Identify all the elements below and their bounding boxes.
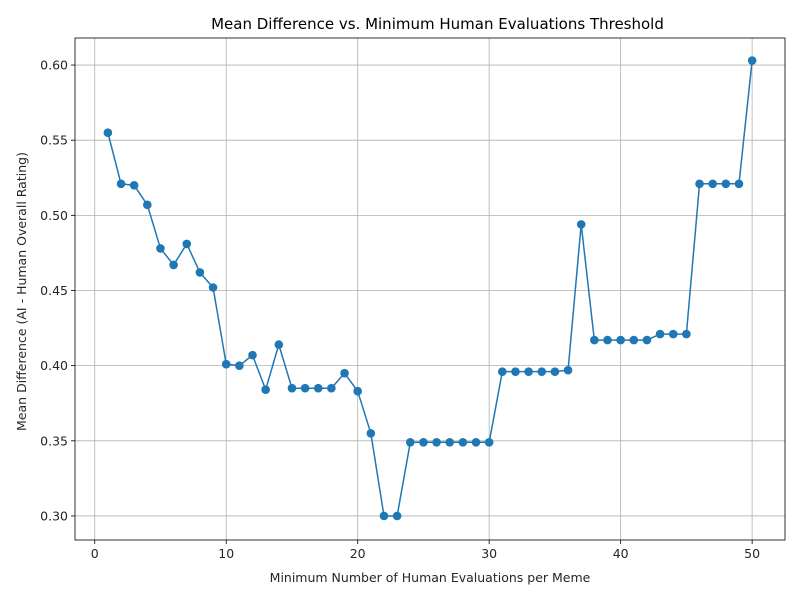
x-tick-label: 20 <box>350 546 366 561</box>
data-point <box>734 179 744 189</box>
data-point <box>458 438 468 447</box>
grid-lines <box>75 38 785 540</box>
x-tick-label: 30 <box>481 546 497 561</box>
data-point <box>156 244 165 253</box>
data-point <box>484 438 494 447</box>
plot-frame <box>74 37 786 541</box>
axis-ticks: 0 10 20 30 40 50 0.30 0.35 0.40 0.45 0.50 0.55 0.60 <box>40 58 760 561</box>
x-tick-label: 40 <box>613 546 629 561</box>
data-point <box>300 383 310 393</box>
data-point <box>576 220 586 229</box>
series-line <box>107 60 753 517</box>
data-point <box>103 128 113 137</box>
y-tick-label: 0.60 <box>40 58 68 73</box>
data-point <box>129 180 139 190</box>
data-point <box>195 268 205 277</box>
y-tick-label: 0.40 <box>40 358 68 373</box>
y-tick-label: 0.55 <box>40 133 68 148</box>
data-point <box>340 368 349 378</box>
series-path <box>107 60 753 517</box>
axes-frame <box>74 37 786 541</box>
data-point <box>143 200 152 210</box>
data-point <box>221 359 231 369</box>
data-point <box>629 335 639 345</box>
data-point <box>248 350 257 360</box>
chart-title: Mean Difference vs. Minimum Human Evalua… <box>211 15 664 33</box>
data-point <box>590 335 599 345</box>
y-tick-label: 0.50 <box>40 208 68 223</box>
data-point <box>721 179 731 189</box>
data-point <box>616 335 625 345</box>
data-point <box>695 179 704 189</box>
data-point <box>261 385 270 395</box>
data-point <box>603 335 612 345</box>
data-point <box>563 365 573 375</box>
data-point <box>287 383 297 393</box>
data-point <box>537 367 547 376</box>
data-point <box>708 179 717 189</box>
data-point <box>498 367 507 376</box>
data-point <box>392 511 402 521</box>
y-tick-label: 0.30 <box>40 508 68 523</box>
data-point <box>353 386 362 396</box>
data-point <box>419 438 428 447</box>
data-point <box>747 56 757 65</box>
data-point <box>511 367 520 376</box>
data-point <box>655 329 665 339</box>
data-point <box>169 260 178 270</box>
data-point <box>313 383 323 393</box>
x-tick-label: 50 <box>744 546 760 561</box>
data-point <box>274 340 284 349</box>
x-tick-label: 10 <box>218 546 234 561</box>
data-point <box>642 335 652 345</box>
data-point <box>524 367 533 376</box>
data-point <box>182 239 192 249</box>
data-point <box>235 361 244 370</box>
data-point <box>471 438 481 447</box>
data-point <box>405 438 415 447</box>
data-point <box>116 179 126 189</box>
data-point <box>366 428 376 438</box>
data-point <box>550 367 560 376</box>
data-point <box>327 383 336 393</box>
data-point <box>682 329 691 339</box>
data-point <box>432 438 441 447</box>
data-point <box>208 283 218 292</box>
data-point <box>445 438 455 447</box>
data-point <box>668 329 678 339</box>
data-point <box>379 511 389 521</box>
series-points <box>103 56 757 521</box>
y-axis-label: Mean Difference (AI - Human Overall Rati… <box>14 152 29 431</box>
x-tick-label: 0 <box>91 546 99 561</box>
y-tick-label: 0.35 <box>40 433 68 448</box>
y-tick-label: 0.45 <box>40 283 68 298</box>
x-axis-label: Minimum Number of Human Evaluations per … <box>270 570 591 585</box>
